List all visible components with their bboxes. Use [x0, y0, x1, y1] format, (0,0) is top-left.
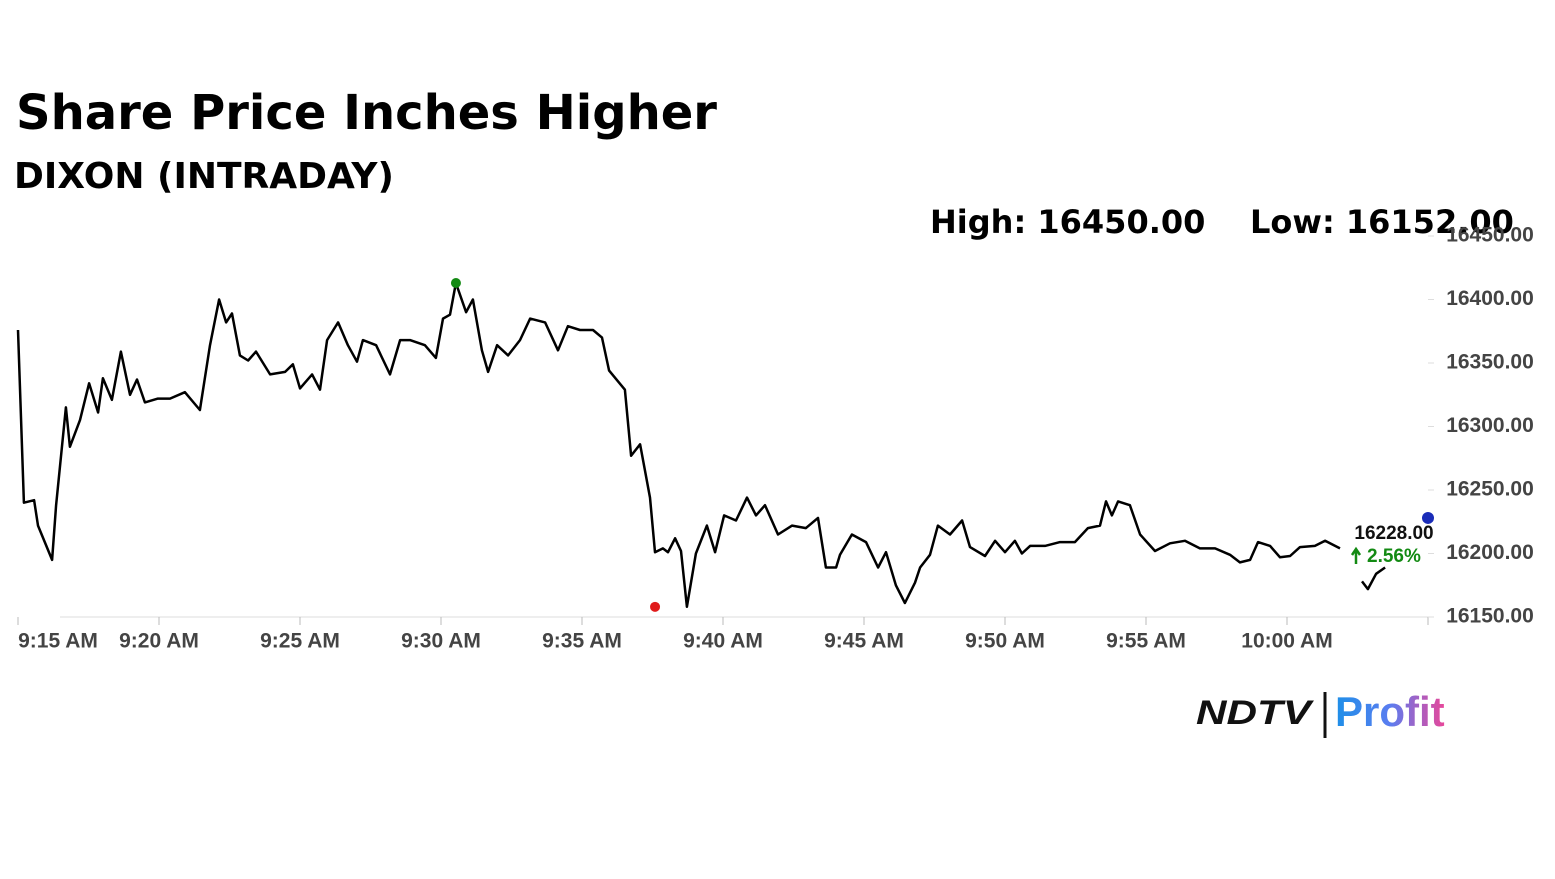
x-tick-label: 9:45 AM [824, 630, 904, 653]
price-line [16, 281, 1386, 609]
y-tick-label: 16150.00 [1446, 605, 1534, 628]
chart-title: Share Price Inches Higher [16, 85, 717, 141]
chart-subtitle: DIXON (INTRADAY) [14, 156, 394, 197]
last-price-label: 16228.00 [1354, 523, 1433, 544]
y-tick-label: 16250.00 [1446, 478, 1534, 501]
high-text: High: 16450.00 [930, 203, 1205, 241]
high-point [450, 277, 461, 288]
change-arrow [1350, 546, 1362, 564]
y-tick-label: 16400.00 [1446, 287, 1534, 310]
x-tick-label: 9:25 AM [260, 630, 340, 653]
x-tick-label: 9:35 AM [542, 630, 622, 653]
plot-area: 9:15 AM 9:20 AM 9:25 AM 9:30 AM 9:35 AM 9:40 … [16, 224, 1534, 653]
x-tick-label: 9:50 AM [965, 630, 1045, 653]
y-tick-label: 16300.00 [1446, 414, 1534, 437]
low-text: Low: 16152.00 [1250, 203, 1514, 241]
x-tick-label: 9:20 AM [119, 630, 199, 653]
logo-profit: Profit [1335, 688, 1445, 735]
x-tick-label: 10:00 AM [1241, 630, 1332, 653]
logo-ndtv: NDTV [1196, 694, 1315, 732]
x-tick-label: 9:55 AM [1106, 630, 1186, 653]
y-tick-label: 16200.00 [1446, 541, 1534, 564]
x-tick-label: 9:15 AM [18, 630, 98, 653]
y-tick-label: 16450.00 [1446, 224, 1534, 247]
change-label: 2.56% [1367, 546, 1421, 567]
x-tick-label: 9:40 AM [683, 630, 763, 653]
y-tick-label: 16350.00 [1446, 351, 1534, 374]
low-point [650, 601, 661, 612]
x-tick-label: 9:30 AM [401, 630, 481, 653]
last-point [1422, 511, 1434, 524]
